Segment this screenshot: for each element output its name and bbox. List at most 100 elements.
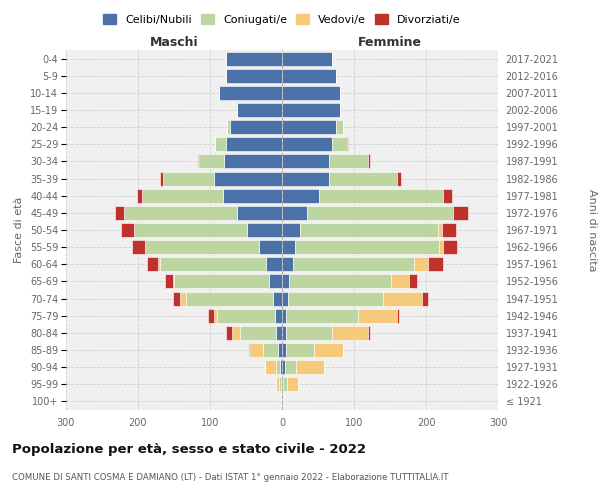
Bar — [282, 378, 283, 392]
Bar — [296, 360, 325, 374]
Bar — [288, 292, 383, 306]
Bar — [280, 360, 282, 374]
Bar — [428, 258, 443, 272]
Bar — [314, 343, 343, 357]
Bar — [238, 206, 282, 220]
Bar — [238, 103, 282, 117]
Bar — [358, 308, 397, 322]
Bar — [285, 360, 296, 374]
Bar — [142, 188, 223, 202]
Bar — [397, 308, 398, 322]
Bar — [134, 223, 247, 237]
Bar — [347, 138, 348, 151]
Bar — [282, 68, 336, 82]
Bar — [124, 206, 238, 220]
Bar — [368, 154, 370, 168]
Bar — [283, 378, 287, 392]
Bar — [329, 172, 397, 185]
Bar — [282, 154, 329, 168]
Bar — [282, 206, 307, 220]
Bar — [293, 258, 414, 272]
Bar — [282, 292, 288, 306]
Bar — [226, 52, 282, 66]
Bar — [332, 326, 368, 340]
Bar — [276, 360, 280, 374]
Text: COMUNE DI SANTI COSMA E DAMIANO (LT) - Dati ISTAT 1° gennaio 2022 - Elaborazione: COMUNE DI SANTI COSMA E DAMIANO (LT) - D… — [12, 472, 449, 482]
Bar — [227, 120, 230, 134]
Bar — [279, 378, 281, 392]
Bar — [174, 274, 269, 288]
Bar — [422, 292, 428, 306]
Bar — [274, 292, 282, 306]
Bar — [185, 292, 274, 306]
Bar — [414, 258, 428, 272]
Bar — [397, 172, 401, 185]
Bar — [224, 154, 282, 168]
Bar — [281, 378, 282, 392]
Bar — [368, 326, 370, 340]
Bar — [282, 188, 319, 202]
Legend: Celibi/Nubili, Coniugati/e, Vedovi/e, Divorziati/e: Celibi/Nubili, Coniugati/e, Vedovi/e, Di… — [103, 14, 461, 25]
Bar — [249, 343, 250, 357]
Bar — [443, 188, 452, 202]
Bar — [295, 240, 439, 254]
Bar — [265, 360, 276, 374]
Bar — [282, 103, 340, 117]
Bar — [240, 326, 276, 340]
Bar — [160, 258, 266, 272]
Text: Popolazione per età, sesso e stato civile - 2022: Popolazione per età, sesso e stato civil… — [12, 442, 366, 456]
Bar — [332, 138, 347, 151]
Bar — [223, 188, 282, 202]
Bar — [226, 138, 282, 151]
Bar — [275, 378, 279, 392]
Text: Femmine: Femmine — [358, 36, 422, 49]
Bar — [278, 343, 282, 357]
Bar — [145, 240, 259, 254]
Bar — [282, 172, 329, 185]
Bar — [173, 292, 180, 306]
Bar — [282, 120, 336, 134]
Bar — [173, 274, 174, 288]
Bar — [282, 343, 286, 357]
Bar — [282, 394, 283, 408]
Bar — [282, 326, 286, 340]
Bar — [226, 68, 282, 82]
Bar — [158, 258, 160, 272]
Bar — [218, 86, 282, 100]
Bar — [282, 308, 286, 322]
Bar — [230, 120, 282, 134]
Bar — [336, 120, 343, 134]
Bar — [282, 138, 332, 151]
Bar — [383, 292, 422, 306]
Bar — [266, 258, 282, 272]
Bar — [319, 188, 443, 202]
Bar — [283, 394, 284, 408]
Bar — [217, 308, 275, 322]
Bar — [214, 172, 282, 185]
Bar — [282, 86, 340, 100]
Bar — [282, 52, 332, 66]
Bar — [199, 154, 224, 168]
Bar — [443, 240, 457, 254]
Bar — [180, 292, 185, 306]
Bar — [160, 172, 163, 185]
Bar — [137, 188, 142, 202]
Bar — [132, 240, 145, 254]
Bar — [215, 138, 226, 151]
Bar — [391, 274, 409, 288]
Bar — [208, 308, 214, 322]
Bar — [166, 274, 173, 288]
Bar — [259, 240, 282, 254]
Bar — [282, 274, 289, 288]
Bar — [247, 223, 282, 237]
Bar — [250, 343, 263, 357]
Bar — [300, 223, 438, 237]
Bar — [452, 206, 469, 220]
Bar — [329, 154, 368, 168]
Bar — [214, 308, 217, 322]
Bar — [286, 308, 358, 322]
Text: Maschi: Maschi — [149, 36, 199, 49]
Bar — [269, 274, 282, 288]
Bar — [282, 258, 293, 272]
Bar — [115, 206, 124, 220]
